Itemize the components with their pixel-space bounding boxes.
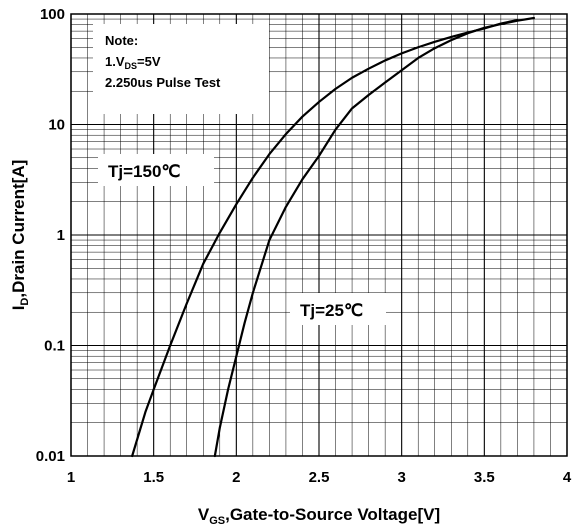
y-tick-label: 1 [57, 227, 65, 244]
label-tj150: Tj=150℃ [98, 154, 214, 186]
y-tick-label: 10 [48, 117, 65, 134]
series-label-tj25: Tj=25℃ [300, 301, 363, 320]
series-line-0 [131, 19, 519, 458]
note-line2: 2.250us Pulse Test [105, 75, 221, 90]
note-line1: 1.VDS=5V [105, 54, 161, 71]
y-tick-label: 0.01 [36, 448, 65, 465]
y-tick-label: 100 [40, 6, 65, 23]
y-tick-label: 0.1 [44, 338, 65, 355]
plot-frame [70, 13, 568, 457]
series-label-tj150: Tj=150℃ [108, 162, 181, 181]
x-tick-label: 2 [232, 469, 240, 486]
x-axis-title: VGS,Gate-to-Source Voltage[V] [198, 505, 440, 527]
x-tick-labels: 1 1.5 2 2.5 3 3.5 4 [67, 469, 572, 486]
x-tick-label: 3.5 [474, 469, 495, 486]
y-tick-labels: 0.01 0.1 1 10 100 [36, 6, 65, 465]
note-box: Note: 1.VDS=5V 2.250us Pulse Test [93, 24, 269, 114]
x-tick-label: 4 [563, 469, 572, 486]
x-tick-label: 1.5 [143, 469, 164, 486]
note-title: Note: [105, 33, 138, 48]
label-tj25: Tj=25℃ [290, 293, 386, 325]
x-tick-label: 3 [397, 469, 405, 486]
y-axis-title: ID,Drain Current[A] [9, 160, 31, 311]
x-tick-label: 2.5 [309, 469, 330, 486]
x-tick-label: 1 [67, 469, 75, 486]
curves [131, 16, 536, 458]
series-line-1 [213, 16, 536, 458]
